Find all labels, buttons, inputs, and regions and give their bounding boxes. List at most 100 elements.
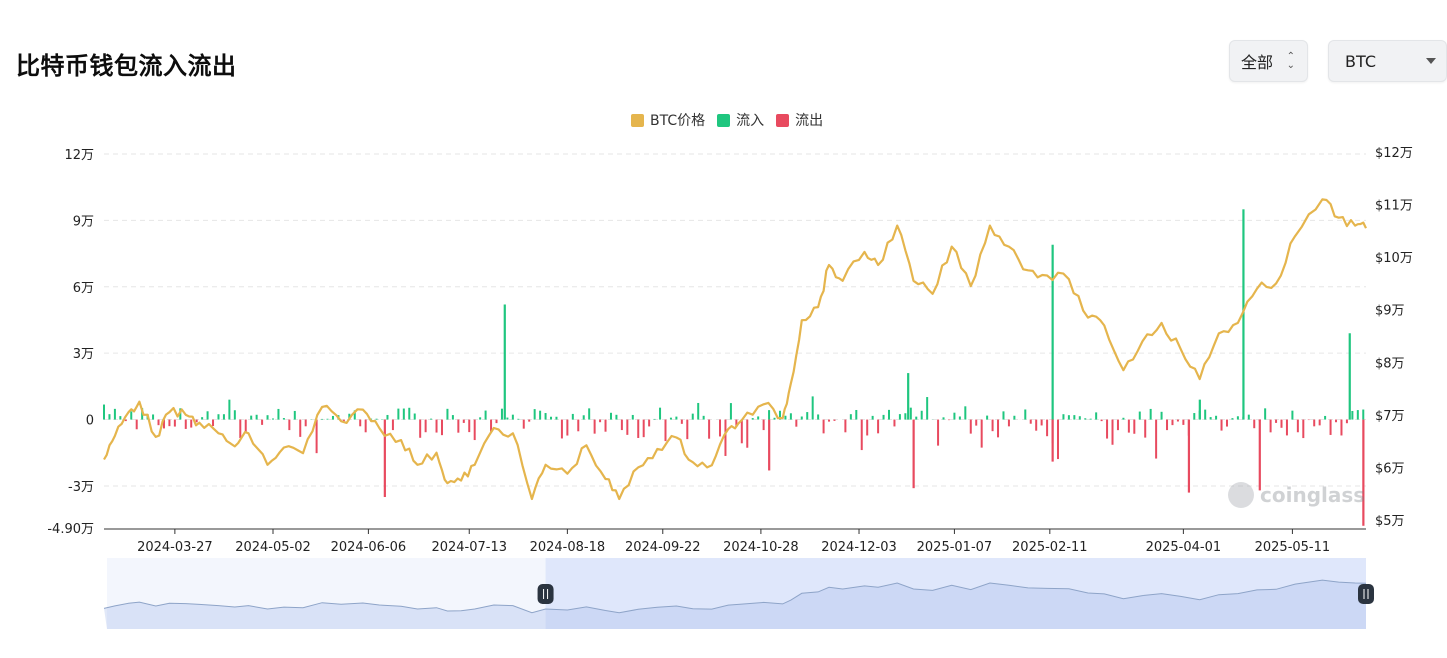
inflow-bar xyxy=(293,410,296,420)
outflow-bar xyxy=(642,419,645,438)
outflow-bar xyxy=(893,419,896,427)
inflow-bar xyxy=(953,412,956,420)
inflow-bar xyxy=(811,396,814,420)
outflow-bar xyxy=(462,419,465,423)
outflow-bar xyxy=(315,419,318,454)
outflow-bar xyxy=(184,419,187,429)
right-tick-label: $10万 xyxy=(1375,251,1413,266)
navigator-handle-left[interactable] xyxy=(537,584,554,604)
inflow-bar xyxy=(1204,409,1207,420)
inflow-bar xyxy=(582,415,585,420)
inflow-bar xyxy=(1242,209,1245,420)
inflow-bar xyxy=(1149,408,1152,420)
inflow-bar xyxy=(1236,416,1239,420)
outflow-bar xyxy=(495,419,498,424)
inflow-bar xyxy=(1193,413,1196,420)
inflow-bar xyxy=(653,418,656,420)
legend-swatch-inflow xyxy=(717,113,731,127)
outflow-bar xyxy=(1313,419,1316,427)
inflow-bar xyxy=(702,415,705,420)
x-tick-label: 2024-12-03 xyxy=(821,540,897,555)
coin-select[interactable]: BTC xyxy=(1328,40,1447,82)
left-tick-label: 12万 xyxy=(64,148,94,163)
outflow-bar xyxy=(719,419,722,437)
legend-item-outflow[interactable]: 流出 xyxy=(776,110,823,130)
left-tick-label: -3万 xyxy=(68,480,94,495)
inflow-bar xyxy=(1324,415,1327,420)
x-tick-label: 2024-08-18 xyxy=(530,540,606,555)
outflow-bar xyxy=(991,419,994,432)
outflow-bar xyxy=(1111,419,1114,445)
outflow-bar xyxy=(604,419,607,432)
inflow-bar xyxy=(1264,408,1267,420)
inflow-bar xyxy=(152,414,155,420)
legend-item-price[interactable]: BTC价格 xyxy=(631,110,705,130)
inflow-bar xyxy=(691,413,694,420)
outflow-bar xyxy=(740,419,743,444)
legend-label-inflow: 流入 xyxy=(736,113,765,129)
outflow-bar xyxy=(833,419,836,421)
outflow-bar xyxy=(342,419,345,422)
outflow-bar xyxy=(664,419,667,442)
outflow-bar xyxy=(866,419,869,436)
inflow-bar xyxy=(768,410,771,420)
outflow-bar xyxy=(620,419,623,431)
inflow-bar xyxy=(321,418,324,420)
inflow-bar xyxy=(1024,409,1027,420)
inflow-bar xyxy=(348,413,351,420)
inflow-bar xyxy=(1231,418,1234,420)
outflow-bar xyxy=(997,419,1000,438)
inflow-bar xyxy=(1122,417,1125,420)
inflow-bar xyxy=(413,413,416,420)
inflow-bar xyxy=(201,417,204,420)
legend-swatch-outflow xyxy=(776,113,790,127)
inflow-bar xyxy=(1013,415,1016,420)
chart-legend: BTC价格 流入 流出 xyxy=(631,110,823,130)
inflow-bar xyxy=(503,304,506,420)
outflow-bar xyxy=(708,419,711,439)
inflow-bar xyxy=(631,414,634,420)
outflow-bar xyxy=(1269,419,1272,433)
inflow-bar xyxy=(800,416,803,420)
outflow-bar xyxy=(1182,419,1185,425)
inflow-bar xyxy=(353,410,356,420)
range-select[interactable]: 全部 ⌃ ⌄ xyxy=(1229,40,1308,82)
outflow-bar xyxy=(1329,419,1332,435)
inflow-bar xyxy=(855,409,858,420)
outflow-bar xyxy=(424,419,427,433)
legend-item-inflow[interactable]: 流入 xyxy=(717,110,764,130)
inflow-bar xyxy=(1084,418,1087,420)
outflow-bar xyxy=(490,419,493,432)
outflow-bar xyxy=(1155,419,1158,459)
inflow-bar xyxy=(1089,418,1092,420)
inflow-bar xyxy=(500,408,503,420)
inflow-bar xyxy=(103,404,105,420)
outflow-bar xyxy=(1035,419,1038,431)
inflow-bar xyxy=(942,417,945,420)
inflow-bar xyxy=(113,408,116,420)
outflow-bar xyxy=(626,419,629,435)
navigator-handle-right[interactable] xyxy=(1358,584,1374,604)
outflow-bar xyxy=(828,419,831,422)
outflow-bar xyxy=(1187,419,1191,493)
outflow-bar xyxy=(1106,419,1109,439)
outflow-bar xyxy=(686,419,689,440)
outflow-bar xyxy=(969,419,972,434)
inflow-bar xyxy=(1356,410,1359,420)
left-tick-label: 6万 xyxy=(73,281,94,296)
outflow-bar xyxy=(304,419,307,427)
inflow-bar xyxy=(544,413,547,420)
inflow-bar xyxy=(1095,412,1098,420)
outflow-bar xyxy=(560,419,563,439)
x-tick-label: 2025-01-07 xyxy=(917,540,993,555)
outflow-bar xyxy=(419,419,422,438)
x-tick-label: 2025-05-11 xyxy=(1255,540,1331,555)
inflow-bar xyxy=(849,414,852,420)
outflow-bar xyxy=(795,419,798,427)
inflow-bar xyxy=(386,414,389,420)
outflow-bar xyxy=(1116,419,1119,431)
outflow-bar xyxy=(937,419,940,446)
inflow-bar xyxy=(898,414,901,420)
inflow-bar xyxy=(511,414,514,420)
